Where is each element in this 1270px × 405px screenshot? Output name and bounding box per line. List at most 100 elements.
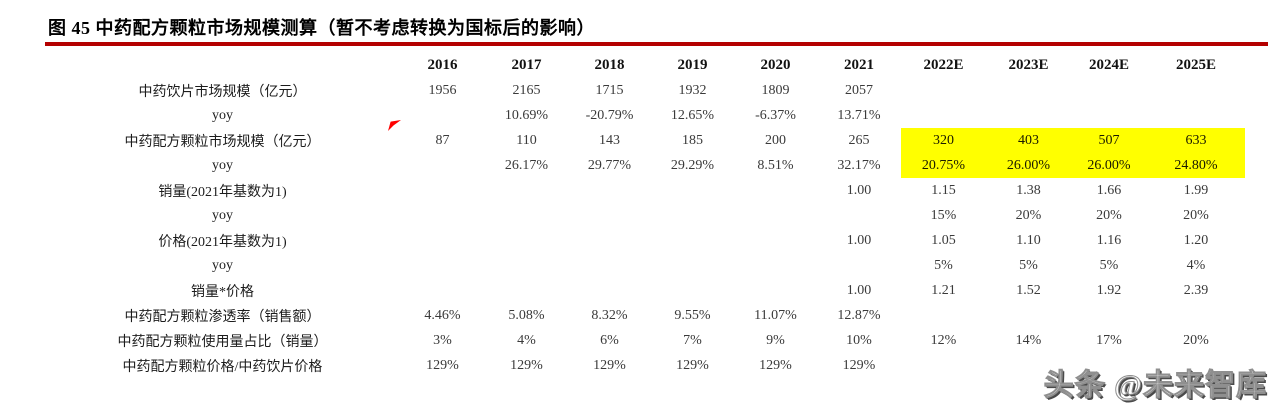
row-label: 中药饮片市场规模（亿元） <box>138 84 307 100</box>
table-cell: 1.66 <box>1096 182 1122 198</box>
table-cell <box>986 78 1071 103</box>
table-cell: 20.75% <box>901 153 986 178</box>
table-row: 价格(2021年基数为1) 1.00 1.05 1.10 1.16 1.20 <box>45 228 1245 253</box>
table-cell <box>1147 303 1245 328</box>
table-cell: 11.07% <box>754 307 797 323</box>
table-cell <box>485 278 568 303</box>
row-label: 中药配方颗粒价格/中药饮片价格 <box>122 359 323 375</box>
table-cell: 5% <box>1019 257 1038 273</box>
table-cell: 20% <box>1015 207 1042 223</box>
year-column-header: 2021 <box>844 57 874 73</box>
table-cell: 2.39 <box>1183 282 1209 298</box>
table-cell: 1715 <box>595 82 624 98</box>
table-cell: 1.99 <box>1183 182 1209 198</box>
table-cell: 1.38 <box>1016 182 1041 198</box>
table-cell: 9% <box>766 332 785 348</box>
table-cell: 12.87% <box>837 307 881 323</box>
row-label: yoy <box>212 157 233 173</box>
watermark-toutiao: 头条 @未来智库 <box>1043 369 1267 403</box>
table-cell <box>651 203 734 228</box>
table-cell: 1.92 <box>1096 282 1122 298</box>
table-cell: 110 <box>516 132 537 148</box>
table-cell: -6.37% <box>755 107 796 123</box>
table-cell: 185 <box>682 132 703 148</box>
year-column-header: 2019 <box>677 57 708 73</box>
table-cell: 87 <box>435 132 450 148</box>
table-row: yoy 26.17% 29.77% 29.29% 8.51% 32.17% 20.75% 26… <box>45 153 1245 178</box>
year-column-header: 2017 <box>511 57 542 73</box>
table-cell: 1932 <box>678 82 707 98</box>
table-cell <box>400 253 485 278</box>
table-cell <box>568 203 651 228</box>
row-label: yoy <box>212 107 233 123</box>
table-cell: 403 <box>986 128 1071 153</box>
year-column-header: 2016 <box>427 57 458 73</box>
table-row: 中药配方颗粒使用量占比（销量） 3% 4% 6% 7% 9% 10% 12% 14% 17% 20% <box>45 328 1245 353</box>
title-underline-rule <box>45 42 1268 46</box>
row-label: 价格(2021年基数为1) <box>158 234 287 250</box>
table-cell <box>1147 103 1245 128</box>
table-cell: 26.00% <box>986 153 1071 178</box>
table-row: 中药配方颗粒价格/中药饮片价格 129% 129% 129% 129% 129% 129% <box>45 353 1245 378</box>
table-cell: 129% <box>510 357 543 373</box>
table-cell: 129% <box>426 357 459 373</box>
table-cell: 265 <box>848 132 870 148</box>
table-cell: 129% <box>676 357 709 373</box>
table-cell <box>485 228 568 253</box>
table-cell <box>651 178 734 203</box>
table-cell: 1.10 <box>1016 232 1041 248</box>
row-label: 中药配方颗粒市场规模（亿元） <box>124 134 321 150</box>
table-cell <box>1071 78 1147 103</box>
table-cell: 7% <box>683 332 702 348</box>
year-column-header: 2018 <box>594 57 625 73</box>
figure-title: 图 45 中药配方颗粒市场规模测算（暂不考虑转换为国标后的影响） <box>48 18 595 38</box>
table-cell: 129% <box>842 357 876 373</box>
table-cell: 129% <box>593 357 626 373</box>
table-cell <box>400 278 485 303</box>
table-cell <box>734 228 817 253</box>
year-column-header: 2024E <box>1088 57 1129 73</box>
table-cell: 1.00 <box>846 232 872 248</box>
table-row: yoy 5% 5% 5% 4% <box>45 253 1245 278</box>
table-cell: -20.79% <box>585 107 634 123</box>
table-cell <box>400 178 485 203</box>
table-cell <box>568 178 651 203</box>
table-cell: 32.17% <box>837 157 881 173</box>
table-cell: 26.00% <box>1071 153 1147 178</box>
table-body: 中药饮片市场规模（亿元） 1956 2165 1715 1932 1809 2057 yoy 1… <box>45 78 1245 378</box>
table-cell: 320 <box>901 128 986 153</box>
table-cell: 4.46% <box>424 307 461 323</box>
table-cell <box>901 353 986 378</box>
table-cell: 1.00 <box>846 282 872 298</box>
table-cell: 143 <box>599 132 620 148</box>
table-cell: 17% <box>1096 332 1122 348</box>
table-cell: 5% <box>934 257 953 273</box>
table-cell <box>651 278 734 303</box>
row-label: yoy <box>212 207 233 223</box>
table-cell: 15% <box>930 207 957 223</box>
header-spacer <box>45 53 400 78</box>
table-cell: 1809 <box>761 82 790 98</box>
year-column-header: 2020 <box>760 57 791 73</box>
table-cell <box>400 203 485 228</box>
table-cell: 5.08% <box>508 307 545 323</box>
table-cell: 13.71% <box>837 107 881 123</box>
table-cell <box>568 278 651 303</box>
table-cell <box>901 103 986 128</box>
table-cell: 1.52 <box>1016 282 1041 298</box>
table-header-row: 2016 2017 2018 2019 2020 2021 2022E 2023E 2024E 2… <box>45 53 1245 78</box>
table-cell: 1.16 <box>1096 232 1122 248</box>
table-cell: 633 <box>1147 128 1245 153</box>
table-cell: 2057 <box>845 82 873 98</box>
table-cell <box>651 253 734 278</box>
table-cell <box>1147 78 1245 103</box>
table-cell: 1.20 <box>1183 232 1209 248</box>
table-cell <box>568 228 651 253</box>
table-cell: 2165 <box>512 82 541 98</box>
table-cell <box>817 203 901 228</box>
table-cell: 1.15 <box>931 182 956 198</box>
table-cell: 4% <box>517 332 536 348</box>
year-column-header: 2023E <box>1008 57 1049 73</box>
table-cell <box>485 203 568 228</box>
